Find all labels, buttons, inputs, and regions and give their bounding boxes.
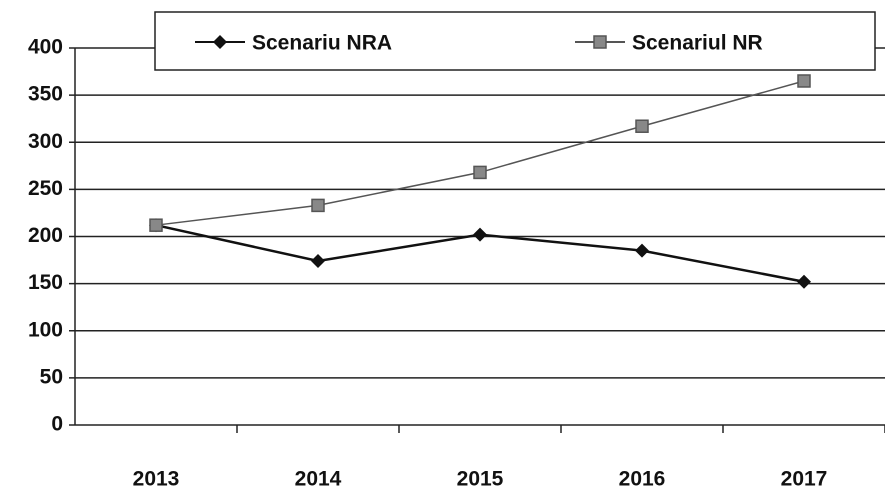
marker: [635, 243, 649, 258]
legend-box: [154, 11, 876, 71]
series-line: [155, 80, 805, 226]
x-tick-label: 2014: [295, 468, 342, 491]
marker: [149, 218, 163, 232]
x-tick-label: 2017: [781, 468, 828, 491]
y-tick-label: 200: [28, 224, 63, 247]
y-tick-label: 350: [28, 83, 63, 106]
marker: [311, 198, 325, 213]
y-tick-label: 100: [28, 318, 63, 341]
y-tick-label: 50: [40, 365, 63, 388]
marker: [635, 119, 649, 133]
marker: [593, 35, 607, 49]
y-tick-label: 300: [28, 130, 63, 153]
marker: [797, 274, 811, 289]
x-tick-label: 2016: [619, 468, 666, 491]
marker: [473, 227, 487, 242]
legend-label: Scenariu NRA: [252, 32, 392, 55]
marker: [311, 254, 325, 269]
marker: [473, 165, 487, 180]
marker: [797, 74, 811, 88]
legend-label: Scenariul NR: [632, 32, 763, 55]
marker: [213, 35, 227, 49]
y-tick-label: 150: [28, 271, 63, 294]
x-tick-label: 2015: [457, 468, 504, 491]
y-tick-label: 0: [51, 413, 63, 436]
x-tick-label: 2013: [133, 468, 180, 491]
y-tick-label: 400: [28, 36, 63, 59]
y-tick-label: 250: [28, 177, 63, 200]
